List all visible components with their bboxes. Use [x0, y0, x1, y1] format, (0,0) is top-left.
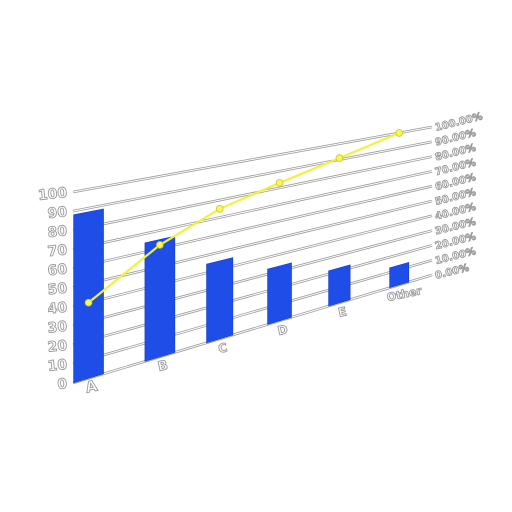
left-tick-label: 40 [47, 300, 68, 318]
left-tick-label: 10 [47, 357, 68, 375]
line-point-e [335, 154, 344, 162]
grid-line [72, 125, 433, 194]
category-label-d: D [276, 322, 289, 338]
grid-line [72, 170, 433, 251]
left-tick-label: 50 [47, 281, 68, 299]
line-point-other [395, 129, 404, 137]
left-tick-label: 100 [37, 185, 68, 204]
category-label-e: E [337, 304, 348, 319]
left-tick-label: 80 [47, 223, 68, 241]
grid-line [72, 244, 433, 347]
left-tick-label: 20 [47, 338, 68, 356]
bar-b [144, 235, 176, 362]
bar-d [267, 262, 292, 325]
bar-a [73, 208, 104, 384]
bars [73, 208, 410, 384]
line-point-d [275, 179, 284, 187]
grid-line [72, 214, 433, 308]
grid-line [72, 184, 433, 270]
left-tick-label: 0 [57, 376, 69, 393]
bar-e [328, 264, 351, 307]
cumulative-line [84, 129, 404, 307]
category-label-a: A [84, 377, 99, 397]
right-axis-ticks: 0.00%10.00%20.00%30.00%40.00%50.00%60.00… [434, 111, 485, 282]
cumulative-percent-line [87, 131, 400, 304]
bar-c [206, 257, 234, 344]
grid-line [72, 273, 433, 385]
grid-line [72, 258, 433, 366]
right-tick-label: 100.00% [434, 111, 484, 133]
category-label-b: B [157, 358, 170, 375]
line-point-b [156, 241, 164, 249]
bar-other [389, 261, 410, 289]
left-tick-label: 30 [47, 319, 68, 337]
line-point-a [84, 298, 93, 307]
grid-line [72, 199, 433, 289]
left-tick-label: 90 [47, 204, 68, 222]
category-label-c: C [217, 340, 229, 356]
grid-line [72, 140, 433, 213]
line-point-c [215, 204, 224, 213]
left-tick-label: 60 [47, 261, 68, 279]
grid-line [72, 229, 433, 327]
left-tick-label: 70 [47, 242, 68, 260]
grid-lines [72, 125, 433, 385]
